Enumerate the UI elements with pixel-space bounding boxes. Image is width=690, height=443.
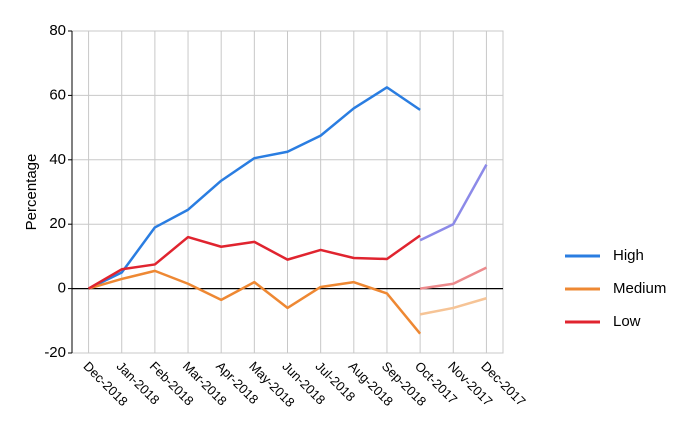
y-axis-label: Percentage — [23, 154, 40, 231]
legend-label: High — [613, 247, 644, 264]
y-tick-label: 20 — [49, 215, 66, 232]
y-tick-label: 80 — [49, 22, 66, 39]
y-tick-label: 0 — [58, 280, 66, 297]
series-line — [419, 297, 487, 316]
series-line — [87, 234, 421, 290]
legend-label: Medium — [613, 280, 666, 297]
y-tick-label: 60 — [49, 86, 66, 103]
series-line — [419, 266, 487, 290]
legend-label: Low — [613, 313, 641, 330]
series-line — [88, 269, 422, 335]
y-tick-label: -20 — [44, 344, 66, 361]
series-line — [88, 86, 421, 290]
y-tick-label: 40 — [49, 151, 66, 168]
series-line — [419, 164, 488, 242]
